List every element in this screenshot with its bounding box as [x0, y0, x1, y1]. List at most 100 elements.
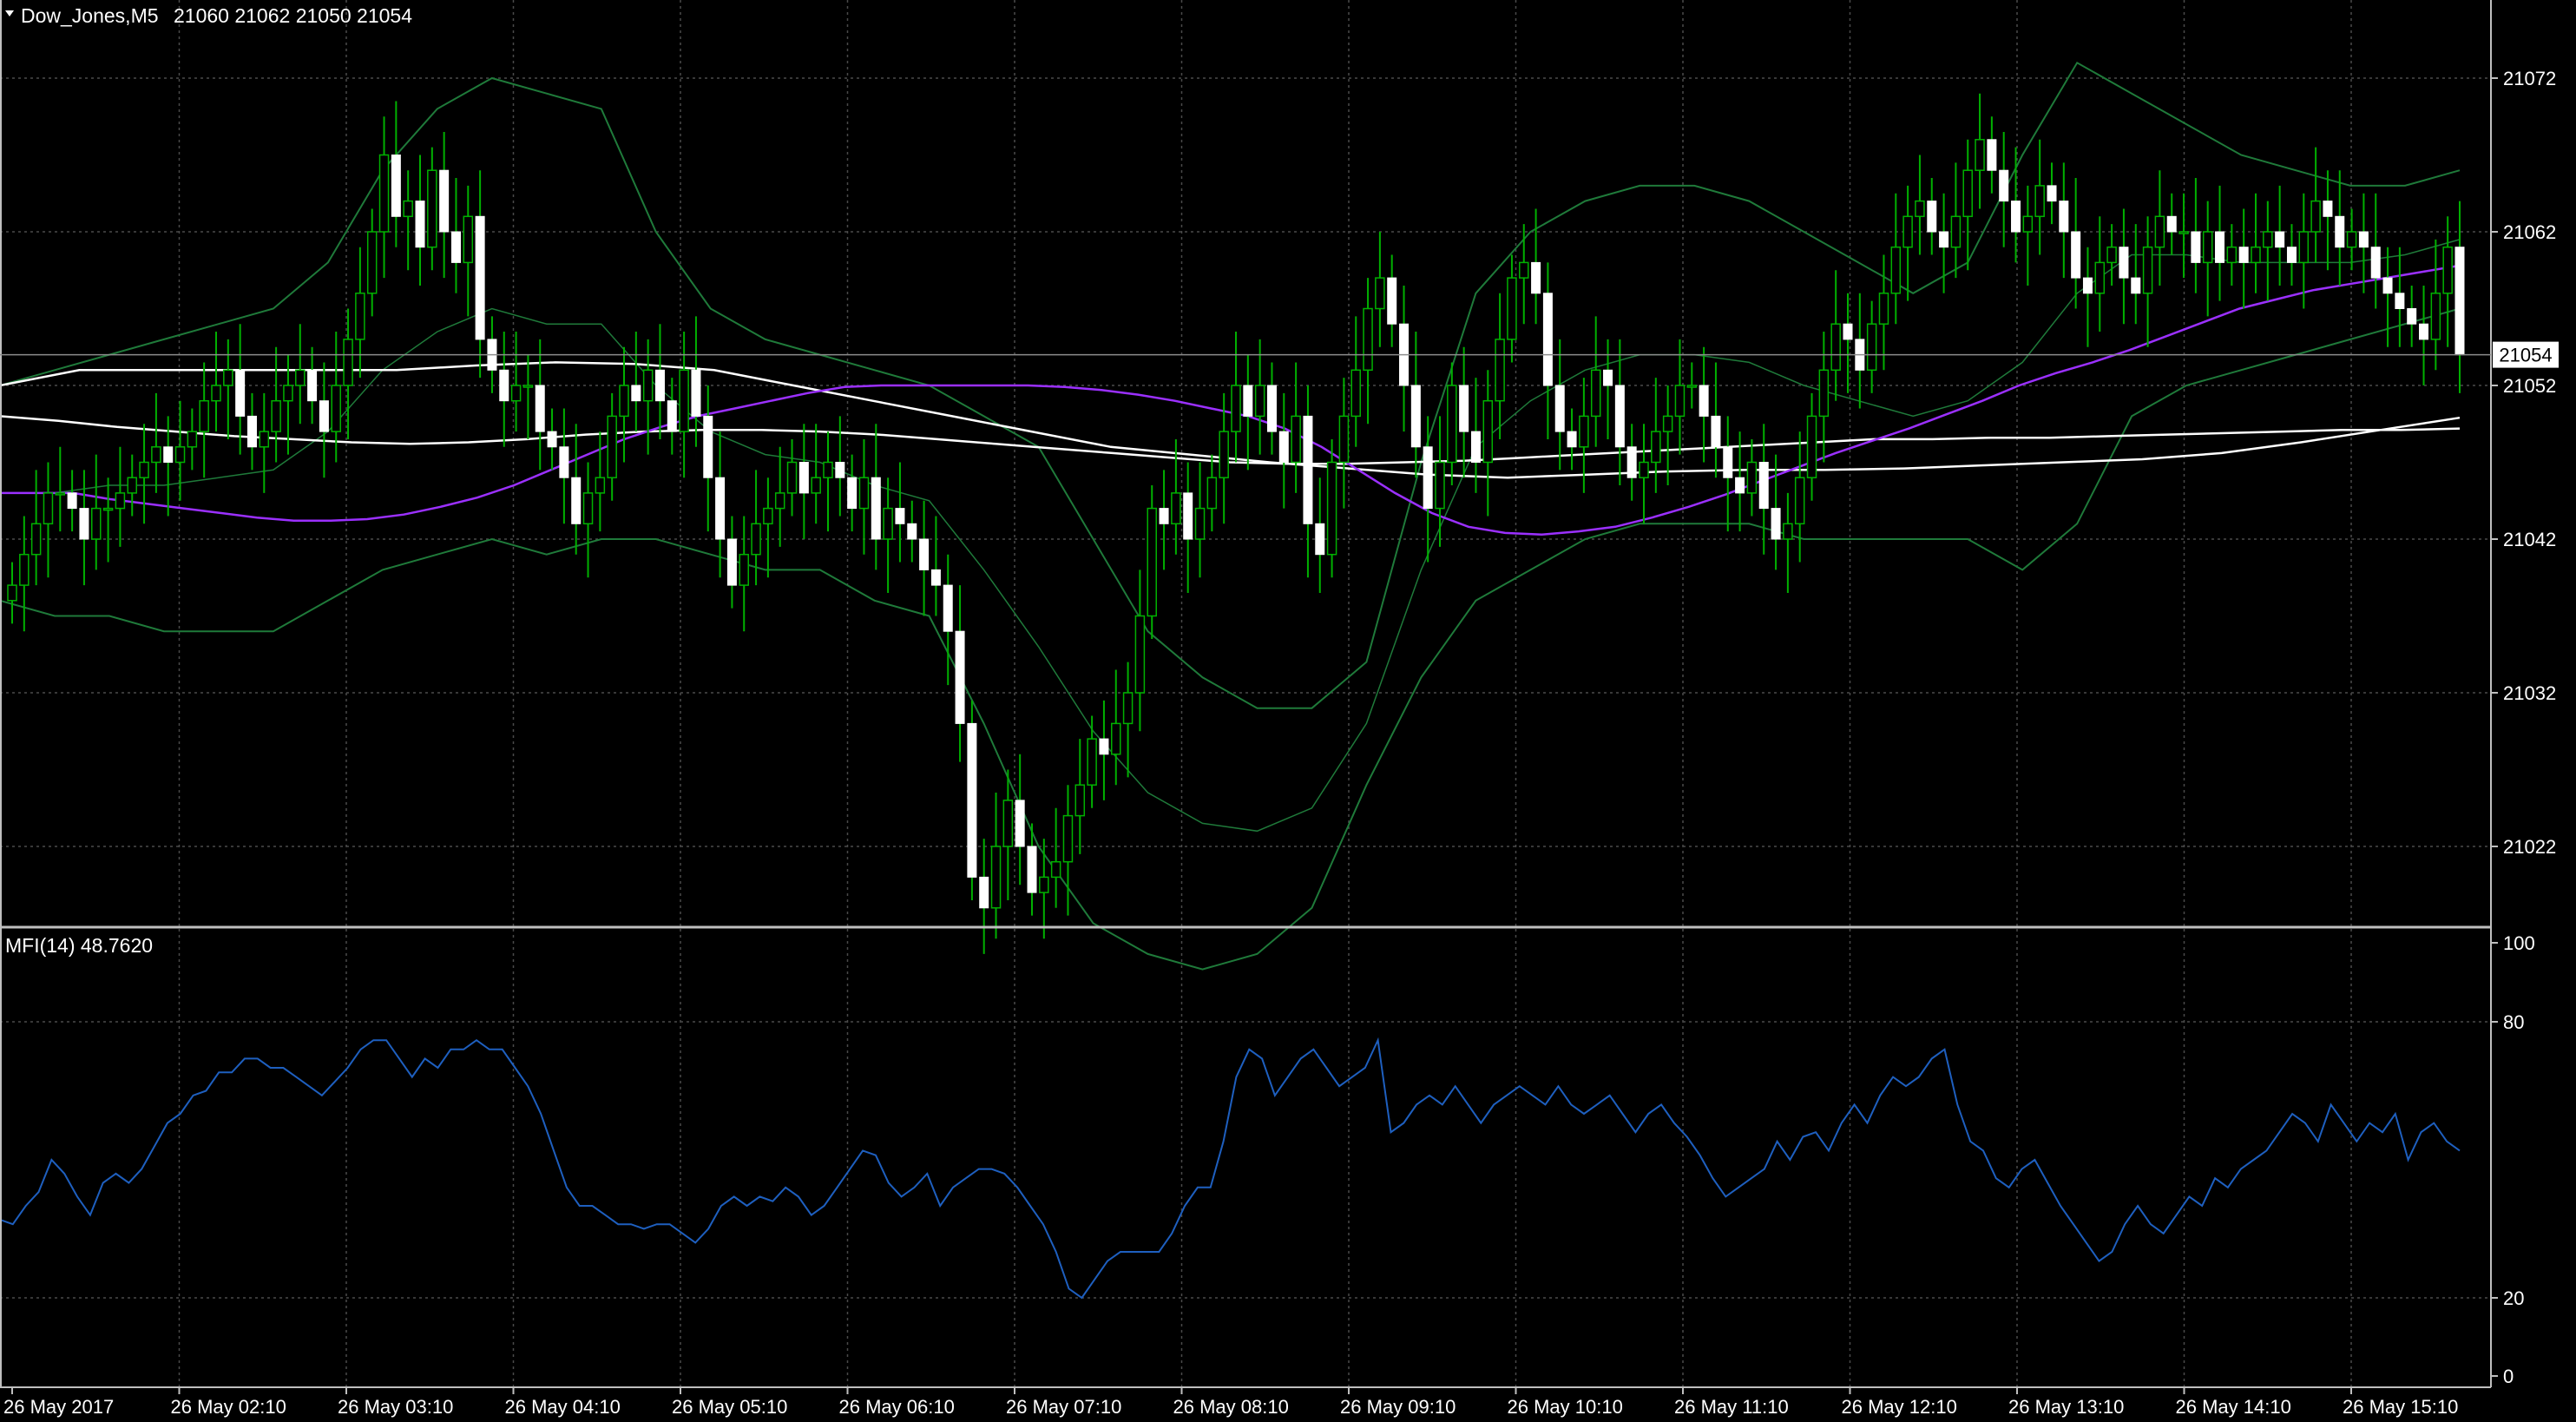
candle-body-up — [2263, 231, 2273, 248]
candle-body-down — [2370, 247, 2381, 279]
candle-body-down — [943, 584, 953, 632]
candle-body-down — [919, 538, 930, 570]
candle-body-down — [1015, 800, 1025, 847]
candle-body-up — [1890, 246, 1902, 294]
candle-body-down — [2382, 277, 2393, 294]
candle-body-up — [378, 154, 390, 233]
mfi-tick-label: 100 — [2503, 932, 2535, 954]
candle-body-up — [1171, 492, 1181, 525]
candle-body-up — [43, 492, 54, 525]
candle-body-up — [786, 461, 798, 494]
candle-body-up — [283, 385, 293, 402]
candle-body-down — [163, 446, 174, 463]
time-tick-label: 26 May 13:10 — [2008, 1396, 2124, 1418]
candle-body-up — [174, 446, 186, 464]
candle-body-up — [739, 553, 749, 586]
candle-body-up — [1447, 385, 1457, 464]
candle-body-down — [835, 462, 845, 478]
candle-body-down — [1278, 431, 1289, 464]
candle-body-down — [1626, 446, 1637, 478]
candle-body-up — [223, 369, 233, 386]
candle-body-up — [1122, 692, 1134, 725]
candle-body-up — [1902, 215, 1913, 248]
candle-body-up — [619, 385, 629, 418]
candle-body-up — [774, 492, 785, 510]
candle-body-up — [55, 492, 66, 496]
candle-body-down — [1531, 261, 1541, 294]
candle-body-down — [1099, 738, 1109, 755]
candle-body-up — [366, 231, 378, 294]
current-price-box — [2493, 341, 2559, 368]
candle-body-up — [763, 507, 773, 525]
candle-body-up — [355, 293, 365, 340]
candle-body-down — [2011, 201, 2021, 233]
candle-body-up — [1111, 722, 1121, 755]
candle-body-down — [871, 477, 881, 540]
price-tick-label: 21032 — [2503, 682, 2556, 704]
candle-body-up — [1338, 415, 1350, 464]
bollinger-bands — [0, 61, 2461, 971]
moving-averages — [0, 264, 2461, 536]
candle-body-up — [1350, 369, 1361, 418]
time-tick-label: 26 May 03:10 — [338, 1396, 453, 1418]
candle-body-up — [2154, 215, 2165, 248]
candle-body-up — [1002, 800, 1014, 847]
candle-body-down — [1927, 201, 1937, 233]
candle-body-up — [1206, 477, 1218, 510]
collapse-triangle-icon[interactable] — [5, 10, 14, 16]
candle-body-down — [715, 477, 726, 540]
price-tick-label: 21072 — [2503, 68, 2556, 89]
candle-body-up — [1639, 461, 1649, 478]
candle-body-down — [2419, 323, 2429, 340]
bollinger-upper-line — [0, 61, 2461, 709]
mfi-series-line — [0, 1037, 2461, 1300]
candle-body-down — [2047, 185, 2057, 202]
candle-body-down — [631, 385, 641, 402]
candle-body-up — [7, 584, 17, 602]
candle-body-up — [1746, 461, 1758, 494]
candle-body-up — [2022, 215, 2034, 233]
candle-body-up — [510, 385, 522, 402]
candle-body-down — [1614, 385, 1625, 448]
candle-body-up — [1662, 415, 1673, 432]
candle-body-up — [211, 385, 221, 402]
candle-body-up — [102, 507, 114, 511]
candle-body-down — [1771, 508, 1781, 540]
candle-body-up — [2298, 231, 2310, 264]
candle-body-up — [199, 399, 209, 432]
candle-body-down — [1183, 492, 1193, 540]
time-tick-label: 26 May 05:10 — [672, 1396, 787, 1418]
candle-body-up — [607, 415, 617, 478]
candle-body-up — [427, 169, 437, 248]
candle-body-up — [1050, 860, 1061, 879]
candle-body-down — [1723, 446, 1733, 478]
candle-body-down — [895, 508, 905, 524]
candle-body-up — [30, 523, 42, 556]
candle-body-down — [67, 492, 77, 510]
candle-body-up — [1674, 385, 1686, 418]
candle-body-down — [1758, 462, 1769, 510]
symbol-label: Dow_Jones,M5 — [21, 4, 159, 27]
bollinger-lower-line — [0, 307, 2461, 971]
candle-body-up — [1962, 169, 1973, 218]
candle-body-up — [1482, 399, 1494, 464]
candle-body-up — [259, 431, 270, 448]
candle-body-down — [571, 477, 582, 524]
candle-body-down — [1735, 477, 1745, 494]
current-price-text: 21054 — [2499, 345, 2552, 366]
candle-body-up — [403, 200, 413, 218]
time-tick-label: 26 May 02:10 — [171, 1396, 286, 1418]
candle-body-up — [522, 385, 534, 388]
time-tick-label: 26 May 14:10 — [2176, 1396, 2291, 1418]
mfi-indicator-label: MFI(14) 48.7620 — [5, 934, 153, 957]
ma-slow-2-line — [0, 415, 2461, 465]
candle-body-up — [1147, 507, 1157, 617]
candle-body-down — [654, 369, 665, 402]
candle-body-up — [1375, 277, 1385, 310]
candle-body-up — [1231, 385, 1241, 432]
candle-body-down — [391, 155, 401, 217]
candle-body-down — [1843, 323, 1853, 340]
candle-body-up — [151, 446, 161, 464]
candle-body-down — [1542, 293, 1553, 386]
